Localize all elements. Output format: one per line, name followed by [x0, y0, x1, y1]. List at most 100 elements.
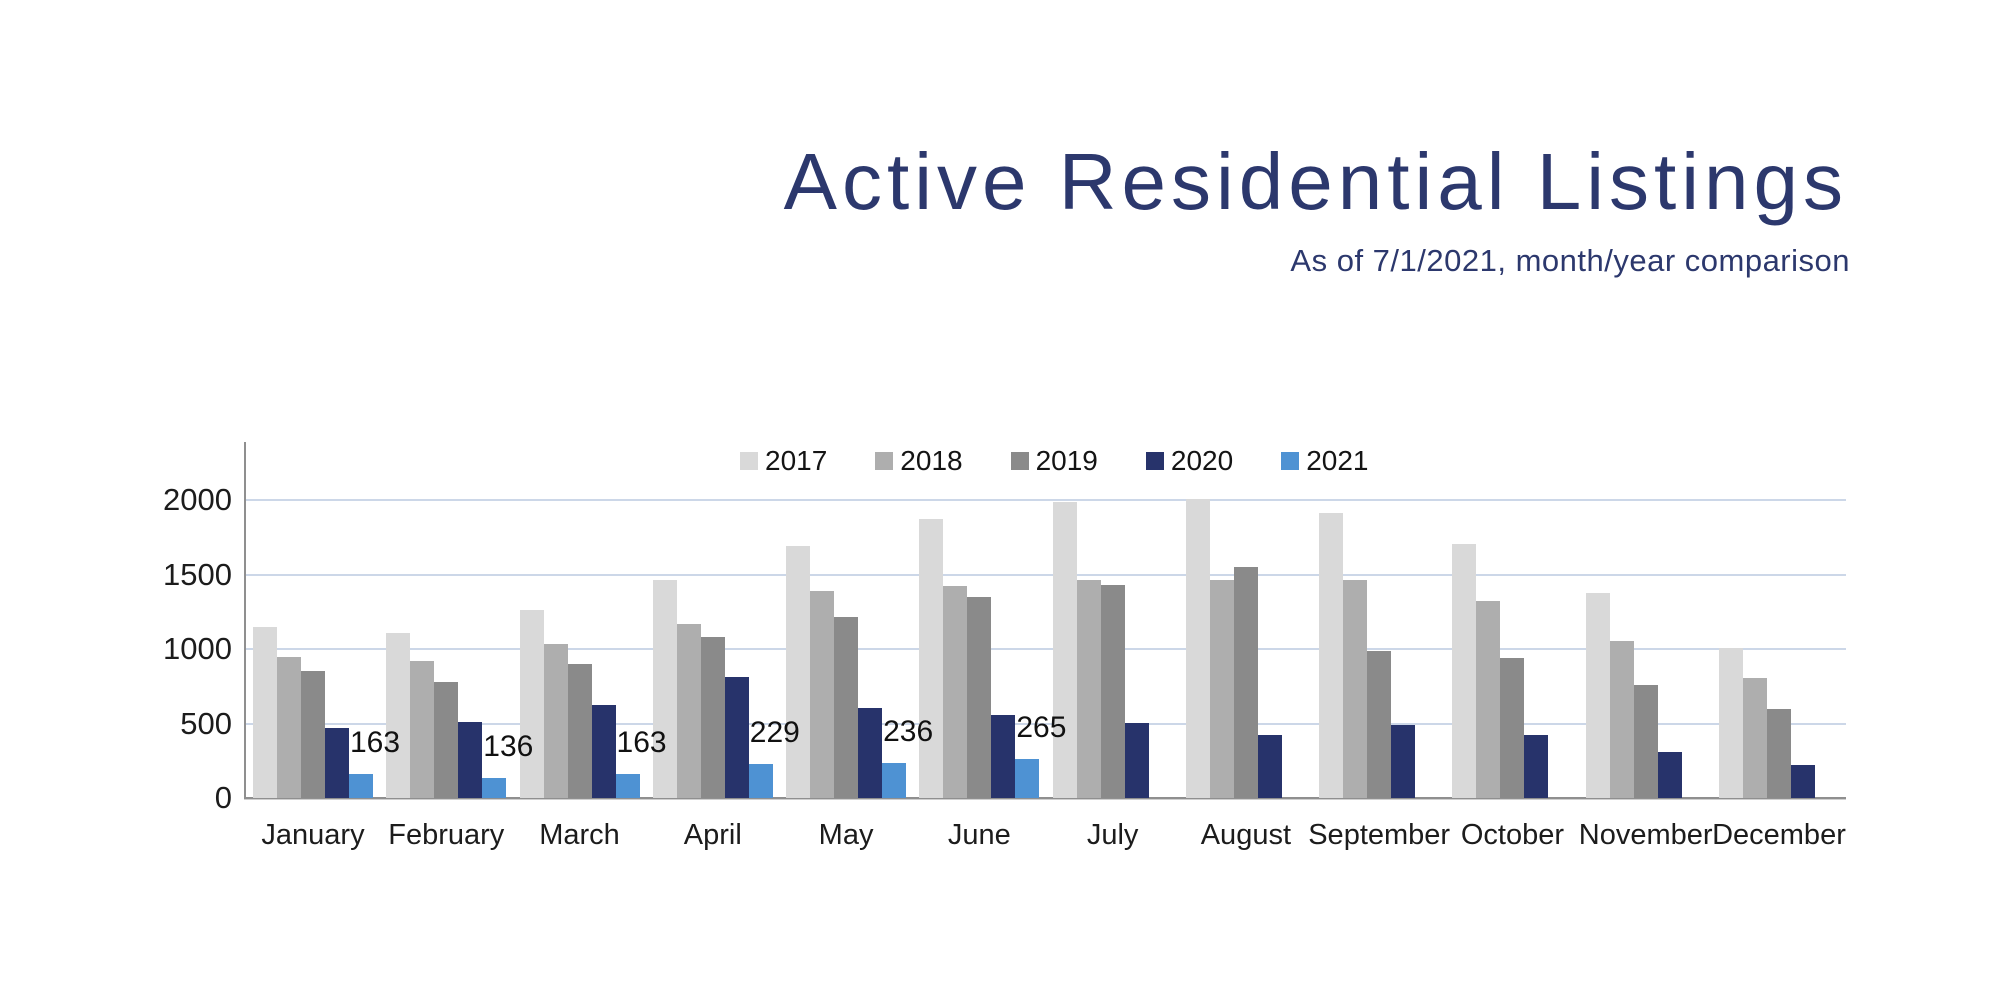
legend-label-2017: 2017: [765, 445, 828, 476]
bar-2018-may: [810, 590, 835, 798]
bar-2018-december: [1742, 678, 1767, 798]
bar-2017-july: [1052, 502, 1077, 798]
bar-2020-february: [458, 722, 483, 798]
value-label-2021-june: 265: [1016, 710, 1067, 744]
gridline-500: [246, 722, 1846, 725]
legend-swatch-2019: [1010, 452, 1029, 470]
bar-2017-june: [919, 519, 944, 798]
bar-2019-august: [1233, 567, 1258, 798]
bar-2018-february: [410, 660, 435, 798]
bar-2019-july: [1100, 584, 1125, 798]
value-label-2021-february: 136: [483, 729, 534, 763]
y-tick-2000: 2000: [163, 482, 232, 517]
bar-2019-november: [1633, 684, 1658, 798]
bar-2017-november: [1585, 593, 1610, 798]
chart-legend: 2017 2018 2019 2020 2021: [740, 444, 1368, 478]
legend-label-2020: 2020: [1170, 445, 1234, 476]
bar-2020-september: [1391, 724, 1416, 798]
bar-2020-july: [1124, 722, 1149, 798]
bar-2018-november: [1609, 640, 1634, 798]
legend-label-2021: 2021: [1306, 445, 1369, 476]
legend-item-2021: 2021: [1281, 444, 1368, 478]
bar-2019-january: [301, 670, 325, 798]
y-tick-1000: 1000: [163, 631, 232, 666]
x-label-august: August: [1200, 819, 1292, 851]
bar-2018-march: [543, 643, 568, 798]
bar-2020-january: [325, 727, 349, 798]
legend-label-2018: 2018: [900, 445, 963, 476]
bar-2018-june: [943, 586, 968, 798]
gridline-1000: [246, 648, 1846, 650]
value-label-2021-may: 236: [883, 714, 934, 748]
bar-2018-september: [1343, 580, 1368, 798]
bar-2018-april: [676, 623, 701, 798]
y-tick-0: 0: [214, 780, 232, 815]
bar-2019-september: [1367, 651, 1392, 798]
bar-2021-june: [1015, 758, 1040, 798]
bar-2017-september: [1319, 512, 1344, 798]
bar-2020-may: [858, 707, 883, 798]
bar-2021-january: [349, 773, 373, 798]
x-label-june: June: [947, 819, 1011, 851]
bar-2021-march: [615, 773, 640, 798]
x-label-april: April: [683, 819, 742, 851]
chart-subtitle: As of 7/1/2021, month/year comparison: [1290, 243, 1850, 278]
bar-2020-december: [1790, 765, 1815, 798]
legend-swatch-2020: [1145, 452, 1164, 470]
bar-2020-april: [724, 677, 749, 798]
bar-2017-october: [1452, 543, 1477, 798]
bar-2017-february: [386, 633, 411, 798]
bar-2017-may: [786, 546, 811, 798]
legend-swatch-2021: [1281, 452, 1300, 470]
legend-swatch-2018: [875, 452, 894, 470]
legend-item-2018: 2018: [875, 444, 963, 478]
legend-item-2017: 2017: [740, 444, 827, 478]
page-title: Active Residential Listings: [783, 137, 1848, 226]
bar-2017-december: [1718, 647, 1743, 798]
bar-2017-march: [519, 610, 544, 798]
bar-2019-october: [1500, 657, 1525, 798]
x-axis-line: [244, 797, 1846, 799]
bar-2017-january: [253, 626, 277, 798]
x-label-february: February: [388, 819, 505, 851]
x-label-december: December: [1712, 819, 1846, 851]
bar-2017-april: [652, 580, 677, 798]
legend-item-2019: 2019: [1010, 444, 1098, 478]
bar-2021-february: [482, 777, 507, 798]
value-label-2021-january: 163: [350, 725, 401, 759]
bar-2021-april: [748, 763, 773, 798]
bar-2020-june: [991, 715, 1016, 798]
x-label-september: September: [1308, 819, 1451, 851]
bar-2019-april: [700, 637, 725, 798]
bar-2018-january: [277, 657, 301, 798]
x-label-march: March: [539, 819, 620, 851]
bar-2020-november: [1657, 751, 1682, 798]
legend-swatch-2017: [740, 452, 758, 470]
x-label-may: May: [818, 819, 874, 851]
bar-2020-october: [1524, 735, 1549, 798]
y-tick-1500: 1500: [163, 556, 232, 592]
gridline-2000: [246, 499, 1846, 501]
y-tick-500: 500: [180, 705, 232, 741]
legend-item-2020: 2020: [1145, 444, 1234, 478]
bar-2021-may: [882, 762, 907, 798]
y-axis-line: [244, 442, 246, 798]
x-label-july: July: [1086, 819, 1139, 851]
gridline-1500: [246, 573, 1846, 576]
x-label-november: November: [1578, 819, 1713, 851]
bar-2019-december: [1766, 708, 1791, 798]
bar-2020-august: [1257, 735, 1282, 798]
bar-2018-october: [1476, 601, 1501, 798]
bar-2020-march: [591, 704, 616, 798]
bar-2017-august: [1185, 499, 1210, 798]
value-label-2021-april: 229: [749, 715, 800, 749]
value-label-2021-march: 163: [616, 725, 667, 759]
x-axis-shadow: [244, 799, 1846, 800]
bar-2018-july: [1076, 580, 1101, 798]
bar-2019-february: [434, 681, 459, 798]
bar-2018-august: [1209, 580, 1234, 798]
bar-2019-june: [967, 596, 992, 798]
bar-2019-march: [567, 663, 592, 798]
